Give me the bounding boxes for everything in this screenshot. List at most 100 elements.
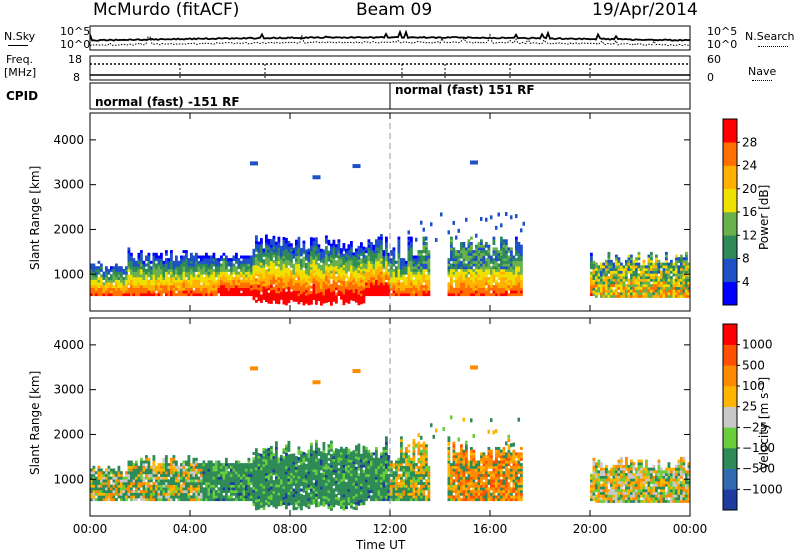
- backscatter-cell: [500, 268, 503, 272]
- backscatter-cell: [357, 248, 361, 252]
- backscatter-cell: [610, 278, 613, 282]
- backscatter-cell: [382, 293, 386, 297]
- backscatter-cell: [255, 238, 258, 241]
- backscatter-cell: [152, 468, 156, 472]
- backscatter-cell: [425, 285, 428, 288]
- backscatter-cell: [457, 228, 460, 233]
- backscatter-cell: [242, 473, 246, 477]
- backscatter-cell: [225, 279, 228, 283]
- backscatter-cell: [510, 268, 513, 272]
- backscatter-cell: [272, 455, 276, 459]
- backscatter-cell: [275, 457, 278, 461]
- backscatter-cell: [150, 471, 153, 475]
- backscatter-cell: [260, 464, 263, 468]
- backscatter-cell: [672, 284, 676, 288]
- backscatter-cell: [617, 268, 621, 271]
- backscatter-cell: [160, 268, 163, 272]
- backscatter-cell: [270, 298, 273, 302]
- backscatter-cell: [270, 290, 273, 294]
- backscatter-cell: [137, 260, 141, 264]
- backscatter-cell: [500, 282, 503, 286]
- backscatter-cell: [417, 250, 421, 254]
- backscatter-cell: [407, 274, 411, 278]
- backscatter-cell: [282, 499, 286, 503]
- backscatter-cell: [497, 255, 501, 259]
- backscatter-cell: [92, 498, 96, 502]
- backscatter-cell: [125, 287, 128, 291]
- backscatter-cell: [122, 268, 126, 272]
- backscatter-cell: [320, 499, 323, 503]
- backscatter-cell: [425, 263, 428, 267]
- backscatter-cell: [170, 473, 173, 477]
- backscatter-cell: [292, 271, 296, 275]
- backscatter-cell: [620, 292, 623, 296]
- backscatter-cell: [247, 490, 251, 493]
- backscatter-cell: [240, 471, 243, 475]
- backscatter-cell: [270, 260, 273, 264]
- backscatter-cell: [250, 258, 253, 262]
- backscatter-cell: [202, 468, 206, 472]
- backscatter-cell: [402, 274, 406, 278]
- backscatter-cell: [270, 486, 273, 490]
- backscatter-cell: [277, 290, 281, 294]
- backscatter-cell: [100, 263, 103, 267]
- backscatter-cell: [417, 290, 421, 294]
- backscatter-cell: [265, 454, 268, 457]
- backscatter-cell: [212, 271, 216, 275]
- backscatter-cell: [287, 262, 291, 266]
- backscatter-cell: [200, 473, 203, 477]
- backscatter-cell: [325, 496, 328, 500]
- backscatter-cell: [340, 248, 343, 252]
- backscatter-cell: [232, 282, 236, 286]
- backscatter-cell: [310, 291, 313, 294]
- backscatter-cell: [315, 474, 318, 478]
- backscatter-cell: [345, 294, 348, 298]
- backscatter-cell: [477, 260, 481, 264]
- backscatter-cell: [135, 471, 138, 475]
- backscatter-cell: [282, 488, 286, 492]
- backscatter-cell: [602, 281, 606, 285]
- backscatter-cell: [670, 259, 673, 263]
- backscatter-cell: [197, 482, 201, 485]
- backscatter-cell: [422, 293, 426, 297]
- backscatter-cell: [165, 282, 168, 286]
- backscatter-cell: [140, 460, 143, 464]
- backscatter-cell: [267, 244, 271, 248]
- backscatter-cell: [205, 277, 208, 280]
- backscatter-cell: [300, 277, 303, 281]
- backscatter-cell: [180, 268, 183, 272]
- backscatter-cell: [142, 468, 146, 472]
- backscatter-cell: [447, 263, 451, 267]
- backscatter-cell: [335, 281, 338, 285]
- backscatter-cell: [330, 300, 333, 304]
- backscatter-cell: [280, 462, 283, 466]
- backscatter-cell: [182, 282, 186, 286]
- backscatter-cell: [417, 266, 421, 270]
- backscatter-cell: [257, 263, 261, 267]
- backscatter-cell: [137, 479, 141, 483]
- backscatter-cell: [262, 248, 266, 252]
- backscatter-cell: [145, 268, 148, 272]
- backscatter-cell: [520, 260, 523, 264]
- backscatter-cell: [137, 293, 141, 297]
- backscatter-cell: [332, 258, 336, 262]
- backscatter-cell: [297, 255, 301, 259]
- backscatter-cell: [195, 255, 198, 259]
- nsky-curve: [89, 29, 691, 42]
- backscatter-cell: [180, 279, 183, 283]
- backscatter-cell: [185, 490, 188, 493]
- backscatter-cell: [105, 492, 108, 496]
- backscatter-cell: [455, 266, 458, 270]
- backscatter-cell: [222, 285, 226, 288]
- backscatter-cell: [362, 286, 366, 290]
- backscatter-cell: [590, 274, 593, 278]
- backscatter-cell: [245, 287, 248, 291]
- backscatter-cell: [320, 267, 323, 271]
- backscatter-cell: [595, 273, 598, 277]
- backscatter-cell: [352, 279, 356, 283]
- backscatter-cell: [470, 255, 473, 259]
- backscatter-cell: [657, 289, 661, 293]
- nave-legend-line: [752, 80, 772, 81]
- backscatter-cell: [492, 274, 496, 278]
- backscatter-cell: [597, 273, 601, 277]
